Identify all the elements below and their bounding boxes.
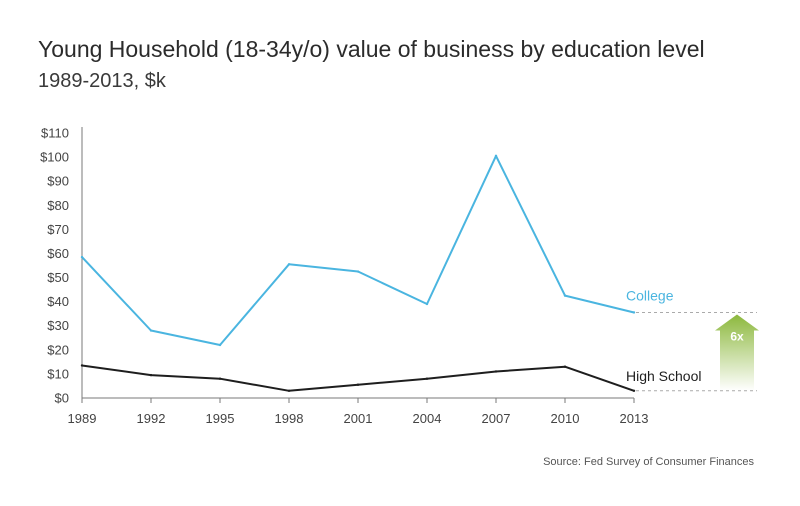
source-note: Source: Fed Survey of Consumer Finances <box>543 456 754 468</box>
y-axis: $0 $10 $20 $30 $40 $50 $60 $70 $80 $90 $100 $110 <box>40 126 83 406</box>
series-label-college: College <box>626 287 674 303</box>
data-point <box>425 302 429 306</box>
data-point <box>494 154 498 158</box>
data-point <box>356 270 360 273</box>
series-line-high-school <box>81 364 635 392</box>
y-tick-label: $10 <box>47 366 69 381</box>
x-tick-label: 2004 <box>413 411 442 426</box>
data-point <box>632 311 636 314</box>
y-tick-label: $70 <box>47 222 69 237</box>
x-tick-label: 1995 <box>206 411 235 426</box>
x-axis: 1989 1992 1995 1998 2001 2004 2007 2010 2013 <box>68 397 649 426</box>
series-label-high-school: High School <box>626 368 702 384</box>
data-point <box>80 255 84 259</box>
y-tick-label: $90 <box>47 174 69 189</box>
y-tick-label: $110 <box>41 126 69 141</box>
data-point <box>494 370 498 373</box>
data-point <box>218 343 222 347</box>
multiplier-label: 6x <box>730 329 744 343</box>
y-tick-label: $60 <box>47 246 69 261</box>
comparison-guides <box>636 311 757 392</box>
data-point <box>218 377 222 380</box>
x-tick-label: 1992 <box>137 411 166 426</box>
data-point <box>563 365 567 368</box>
up-arrow-icon <box>715 314 759 391</box>
data-point <box>356 383 360 386</box>
y-tick-label: $20 <box>47 342 69 357</box>
chart-title: Young Household (18-34y/o) value of busi… <box>38 36 705 62</box>
y-tick-label: $40 <box>47 294 69 309</box>
multiplier-annotation: 6x <box>715 314 759 391</box>
y-tick-label: $80 <box>47 198 69 213</box>
x-tick-label: 2010 <box>551 411 580 426</box>
y-tick-label: $100 <box>40 150 69 165</box>
y-tick-label: $50 <box>47 270 69 285</box>
x-tick-label: 2007 <box>482 411 511 426</box>
x-tick-label: 2013 <box>620 411 649 426</box>
data-point <box>632 389 636 392</box>
data-point <box>287 389 291 392</box>
data-point <box>80 364 84 367</box>
series-lines: College High School <box>80 154 702 392</box>
data-point <box>425 377 429 380</box>
y-tick-label: $30 <box>47 318 69 333</box>
series-line-college <box>81 154 635 346</box>
y-tick-label: $0 <box>55 391 69 406</box>
data-point <box>149 373 153 377</box>
x-tick-label: 1989 <box>68 411 97 426</box>
data-point <box>563 294 567 297</box>
x-tick-label: 2001 <box>344 411 373 426</box>
x-tick-label: 1998 <box>275 411 304 426</box>
data-point <box>287 263 291 266</box>
data-point <box>149 329 153 332</box>
chart-subtitle: 1989-2013, $k <box>38 70 166 92</box>
